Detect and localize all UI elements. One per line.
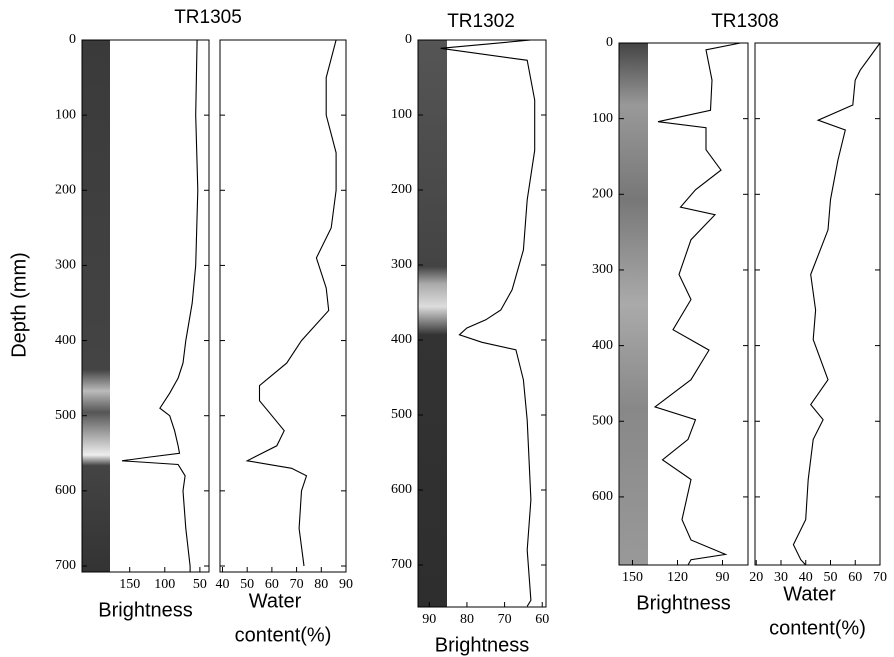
plot-frame (219, 39, 347, 573)
plot-frame (81, 39, 210, 573)
x-axis-label: Brightness (636, 592, 731, 614)
x-tick-label: 80 (460, 612, 474, 627)
x-tick-label: 50 (823, 570, 837, 585)
x-axis-label: Water (249, 590, 302, 612)
y-tick-label: 100 (592, 111, 613, 126)
profile-line (653, 42, 741, 566)
profile-line (245, 39, 337, 567)
profile-line (440, 39, 536, 607)
y-tick-label: 700 (391, 557, 412, 572)
x-tick-label: 150 (622, 570, 643, 585)
profile-line (792, 42, 881, 566)
y-tick-label: 0 (606, 35, 613, 50)
plot-frame (754, 42, 881, 566)
y-tick-label: 200 (391, 182, 412, 197)
x-tick-label: 30 (774, 570, 788, 585)
x-axis-label: content(%) (769, 617, 866, 639)
x-axis-label: Water (783, 583, 836, 605)
y-tick-label: 400 (391, 332, 412, 347)
x-tick-label: 90 (339, 577, 353, 592)
profile-line (121, 39, 199, 572)
x-tick-label: 150 (119, 577, 140, 592)
y-tick-label: 400 (592, 338, 613, 353)
core-image (82, 40, 110, 572)
y-tick-label: 700 (55, 558, 76, 573)
y-tick-label: 500 (391, 407, 412, 422)
x-tick-label: 120 (667, 570, 688, 585)
x-tick-label: 60 (848, 570, 862, 585)
y-axis-label: Depth (mm) (8, 252, 30, 358)
y-tick-label: 100 (391, 107, 412, 122)
y-tick-label: 0 (69, 32, 76, 47)
y-tick-label: 600 (391, 482, 412, 497)
y-tick-label: 200 (592, 187, 613, 202)
y-tick-label: 600 (592, 489, 613, 504)
y-tick-label: 300 (55, 258, 76, 273)
x-axis-label: Brightness (435, 634, 530, 656)
x-axis-label: content(%) (235, 624, 332, 646)
y-tick-label: 400 (55, 333, 76, 348)
core-image (619, 43, 648, 565)
panel-title: TR1302 (447, 11, 515, 32)
y-tick-label: 500 (592, 413, 613, 428)
y-tick-label: 100 (55, 107, 76, 122)
core-image (418, 40, 447, 607)
x-tick-label: 70 (873, 570, 887, 585)
x-tick-label: 20 (749, 570, 763, 585)
plot-frame (417, 39, 547, 608)
x-tick-label: 100 (154, 577, 175, 592)
x-tick-label: 80 (314, 577, 328, 592)
x-tick-label: 50 (240, 577, 254, 592)
y-tick-label: 600 (55, 483, 76, 498)
x-tick-label: 70 (290, 577, 304, 592)
x-tick-label: 90 (716, 570, 730, 585)
x-tick-label: 90 (422, 612, 436, 627)
y-tick-label: 300 (592, 262, 613, 277)
panel-title: TR1308 (711, 11, 779, 32)
x-tick-label: 70 (498, 612, 512, 627)
x-tick-label: 60 (265, 577, 279, 592)
y-tick-label: 200 (55, 183, 76, 198)
x-axis-label: Brightness (98, 599, 193, 621)
y-tick-label: 500 (55, 408, 76, 423)
x-tick-label: 40 (799, 570, 813, 585)
y-tick-label: 0 (405, 32, 412, 47)
plot-frame (618, 42, 749, 566)
panel-title: TR1305 (174, 7, 242, 28)
x-tick-label: 50 (193, 577, 207, 592)
x-tick-label: 60 (535, 612, 549, 627)
y-tick-label: 300 (391, 257, 412, 272)
x-tick-label: 40 (215, 577, 229, 592)
